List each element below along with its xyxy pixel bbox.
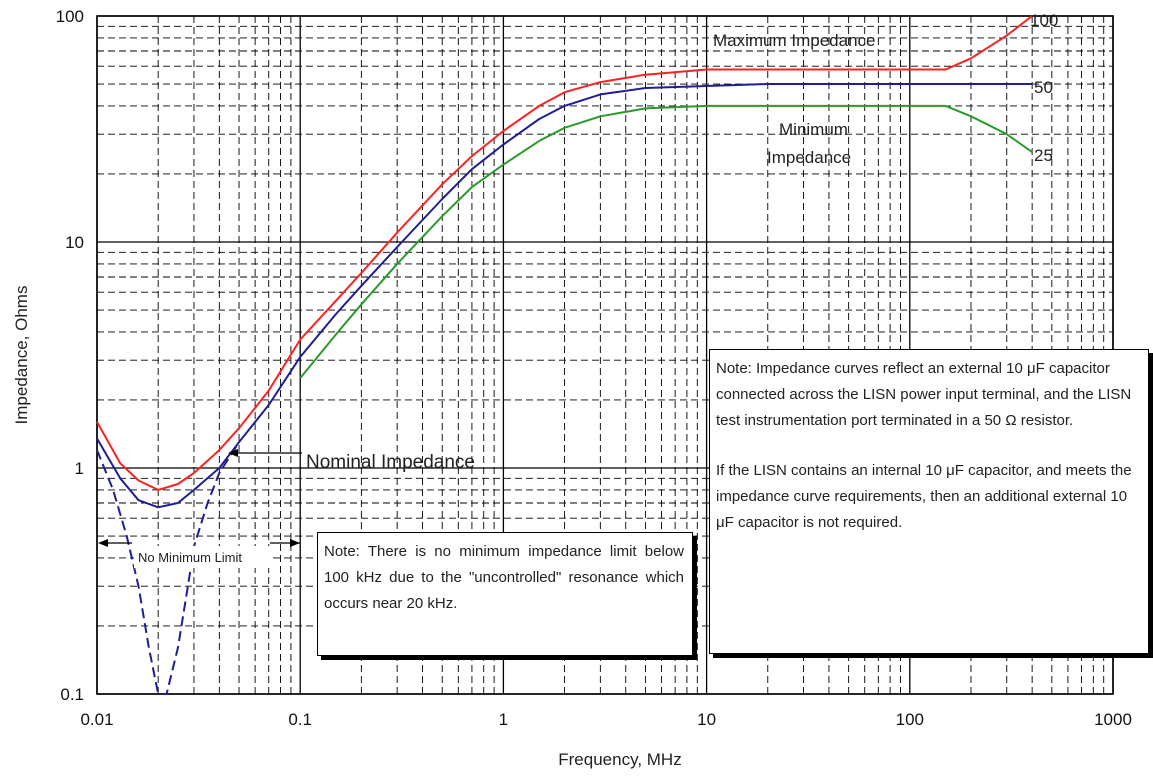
end-label-25: 25 xyxy=(1034,146,1053,165)
no-min-limit-arrow-left xyxy=(98,539,108,547)
no-min-limit-label-bg xyxy=(134,546,270,568)
x-tick-label: 0.01 xyxy=(80,710,113,729)
y-tick-label: 1 xyxy=(75,459,84,478)
y-tick-label: 0.1 xyxy=(60,685,84,704)
y-tick-label: 10 xyxy=(65,233,84,252)
x-tick-label: 10 xyxy=(697,710,716,729)
tick-labels: 0.01 0.1 1 10 100 1000 0.1 1 10 100 xyxy=(56,7,1132,729)
min-impedance-label-line2: Impedance xyxy=(767,148,851,167)
lisn-note-box: Note: Impedance curves reflect an extern… xyxy=(709,349,1149,654)
max-impedance-label: Maximum Impedance xyxy=(713,31,876,50)
no-min-limit-label: No Minimum Limit xyxy=(138,550,242,565)
lisn-note-paragraph-1: Note: Impedance curves reflect an extern… xyxy=(716,360,1132,429)
end-label-100: 100 xyxy=(1030,11,1058,30)
nominal-impedance-label: Nominal Impedance xyxy=(306,452,475,473)
end-label-50: 50 xyxy=(1034,78,1053,97)
minimum-limit-note-text: Note: There is no minimum impedance limi… xyxy=(324,543,684,612)
series-line-nominal-resonance xyxy=(96,441,240,695)
min-impedance-label-line1: Minimum xyxy=(779,120,848,139)
x-tick-label: 1 xyxy=(499,710,508,729)
no-min-limit-arrow-right xyxy=(290,539,300,547)
lisn-note-paragraph-2: If the LISN contains an internal 10 μF c… xyxy=(716,462,1132,531)
minimum-limit-note-box: Note: There is no minimum impedance limi… xyxy=(317,532,693,656)
series-line-minimum xyxy=(299,104,1033,379)
x-tick-label: 100 xyxy=(896,710,924,729)
y-tick-label: 100 xyxy=(56,7,84,26)
x-axis-title: Frequency, MHz xyxy=(558,750,681,769)
series-line-nominal xyxy=(96,83,1033,509)
series-line-maximum xyxy=(96,15,1033,491)
y-axis-title: Impedance, Ohms xyxy=(12,286,31,425)
x-tick-label: 0.1 xyxy=(288,710,312,729)
x-tick-label: 1000 xyxy=(1094,710,1132,729)
nominal-pointer-arrowhead xyxy=(228,449,238,457)
series-group xyxy=(96,15,1033,695)
